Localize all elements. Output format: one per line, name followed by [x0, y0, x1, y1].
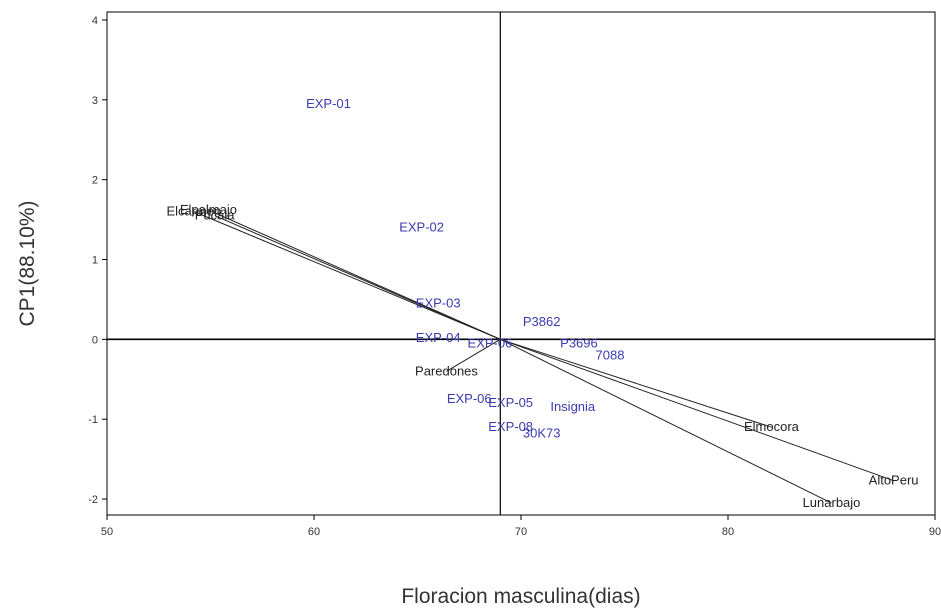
environment-label: Elpalmajo — [180, 202, 237, 217]
genotype-label: EXP-06 — [447, 391, 492, 406]
environment-vector — [193, 211, 501, 340]
genotype-label: P3862 — [523, 314, 561, 329]
y-tick-label: 3 — [92, 95, 98, 107]
genotype-label: 30K73 — [523, 426, 561, 441]
y-tick-label: 4 — [92, 15, 98, 27]
x-tick-label: 70 — [515, 526, 527, 538]
environment-label: Paredones — [415, 363, 478, 378]
genotype-label: P3696 — [560, 335, 598, 350]
plot-frame — [106, 11, 936, 516]
x-tick-label: 60 — [308, 526, 320, 538]
y-tick-label: 0 — [92, 334, 98, 346]
environment-label: Pucala — [195, 208, 236, 223]
y-tick-label: 1 — [92, 255, 98, 267]
genotype-label: EXP-06 — [468, 335, 513, 350]
y-axis-title: CP1(88.10%) — [16, 200, 39, 326]
y-tick-label: 2 — [92, 175, 98, 187]
x-tick-label: 80 — [722, 526, 734, 538]
genotype-label: Insignia — [550, 399, 596, 414]
x-tick-label: 90 — [929, 526, 941, 538]
genotype-label: EXP-08 — [488, 419, 533, 434]
genotype-label: EXP-01 — [306, 96, 351, 111]
environment-label: AltoPeru — [869, 473, 919, 488]
environment-vector — [500, 338, 832, 504]
environment-label: Lunarbajo — [803, 495, 861, 510]
genotype-label: EXP-04 — [416, 330, 461, 345]
environment-vector — [446, 338, 501, 372]
environment-label: Elcarmen — [166, 204, 221, 219]
genotype-label: 7088 — [596, 347, 625, 362]
x-tick-label: 50 — [101, 526, 113, 538]
genotype-label: EXP-05 — [488, 395, 533, 410]
environment-vector — [500, 338, 772, 428]
x-axis-title: Floracion masculina(dias) — [401, 585, 640, 608]
genotype-label: EXP-02 — [399, 220, 444, 235]
y-tick-label: -1 — [88, 414, 98, 426]
environment-vector — [500, 338, 894, 482]
genotype-label: EXP-03 — [416, 295, 461, 310]
environment-vector — [214, 215, 501, 340]
y-tick-label: -2 — [88, 494, 98, 506]
environment-label: Elmocora — [744, 419, 800, 434]
